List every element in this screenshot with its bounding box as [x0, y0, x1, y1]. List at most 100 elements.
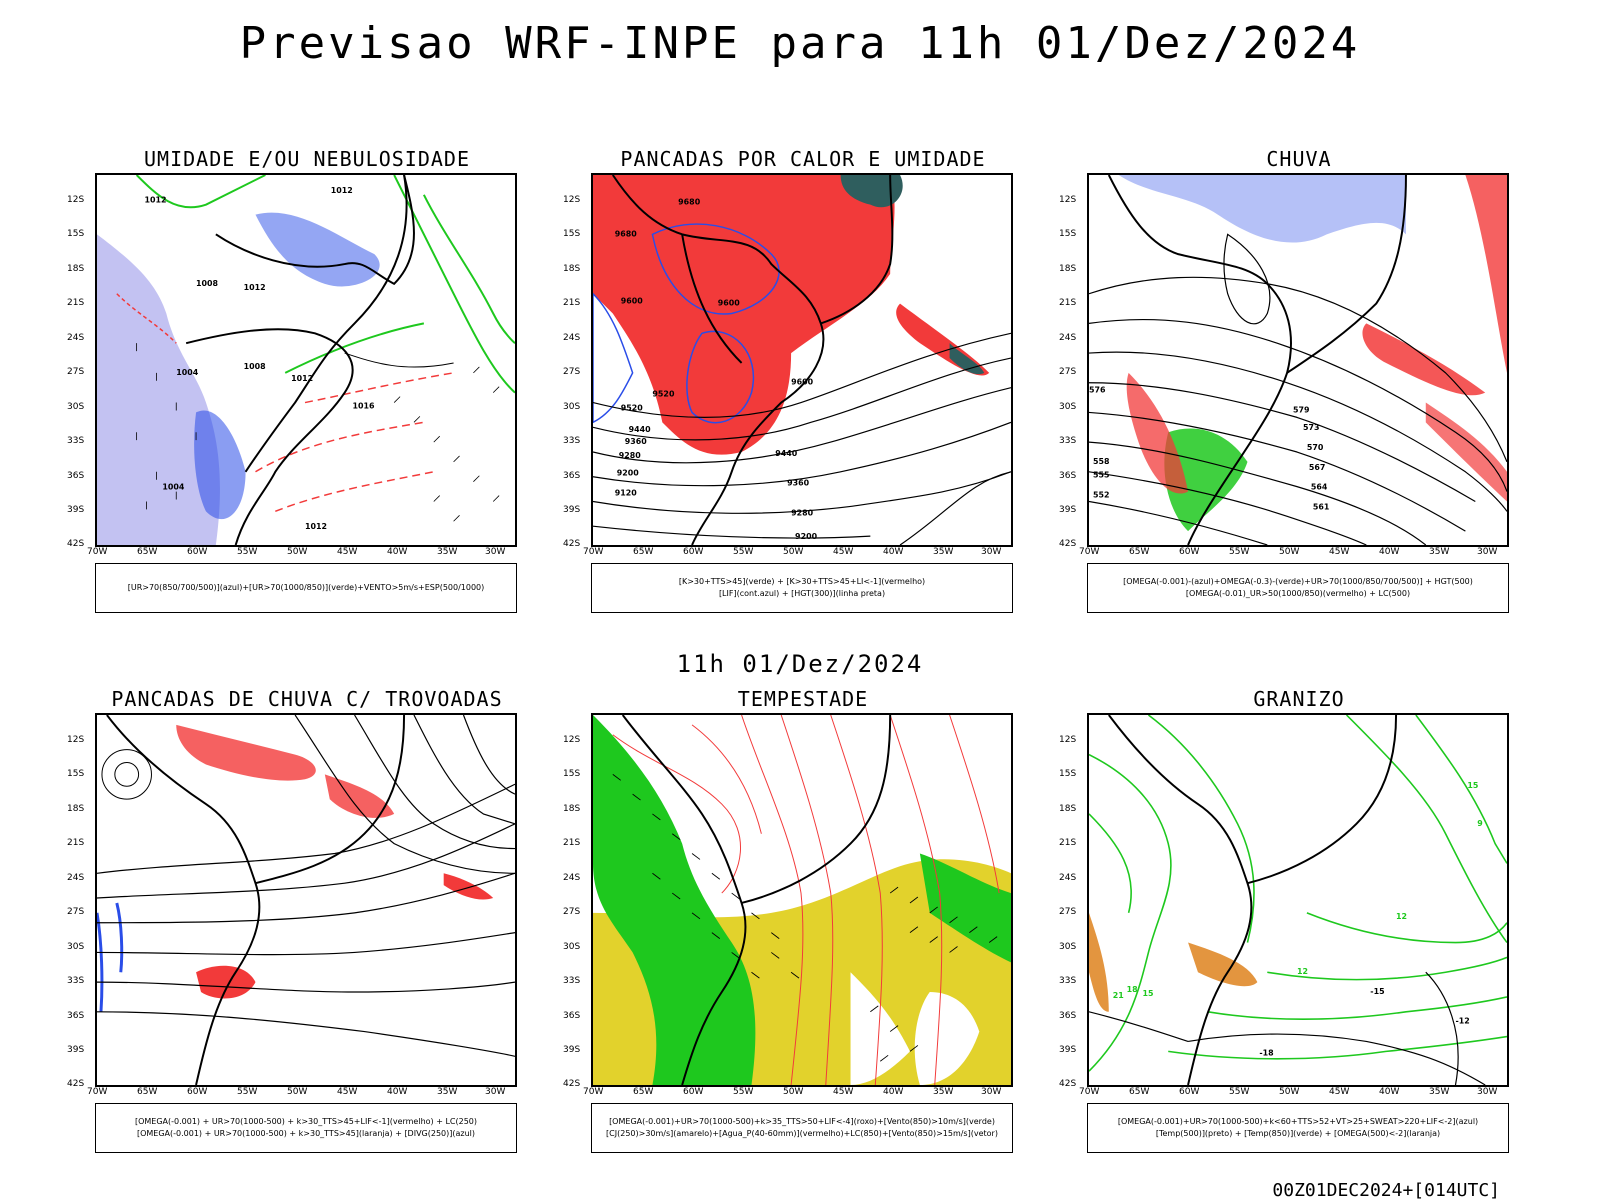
contour-label: -15	[1370, 987, 1384, 996]
contour-label: 15	[1142, 989, 1153, 998]
lat-label: 42S	[1059, 1079, 1077, 1089]
lon-label: 60W	[683, 547, 704, 557]
lat-label: 27S	[1059, 367, 1077, 377]
contour-label: 9520	[652, 390, 675, 399]
lon-label: 35W	[1429, 547, 1450, 557]
legend-line: [OMEGA(-0.01)_UR>50(1000/850)(vermelho) …	[1185, 589, 1411, 598]
contour-label: 1012	[331, 186, 353, 195]
panel-title: PANCADAS POR CALOR E UMIDADE	[620, 147, 986, 171]
lat-label: 42S	[67, 539, 85, 549]
contour-label: 573	[1303, 423, 1320, 432]
panel-legend: [OMEGA(-0.001) + UR>70(1000-500) + k>30_…	[95, 1103, 517, 1153]
lon-label: 35W	[933, 1087, 954, 1097]
contour-label: 570	[1307, 443, 1324, 452]
lon-label: 70W	[87, 547, 108, 557]
lon-label: 45W	[1329, 547, 1350, 557]
lat-label: 21S	[1059, 298, 1077, 308]
contour-label: 561	[1313, 502, 1330, 511]
contour-label: 555	[1093, 471, 1110, 480]
map-svg: 1012 1012 1008 1012 1004 1008 1012 1016 …	[97, 175, 515, 545]
legend-line: [K>30+TTS>45](verde) + [K>30+TTS>45+LI<-…	[678, 577, 926, 586]
contour-label: 1004	[162, 483, 185, 492]
contour-label: 9120	[615, 489, 638, 498]
lat-label: 18S	[563, 264, 581, 274]
map-chuva: 579 576 573 570 567 564 561 558 555 552	[1087, 173, 1509, 547]
lon-label: 70W	[87, 1087, 108, 1097]
panel-title: CHUVA	[1266, 147, 1332, 171]
lon-label: 65W	[1129, 1087, 1150, 1097]
contour-label: 1012	[291, 374, 313, 383]
contour-label: 9520	[621, 403, 644, 412]
contour-label: 1012	[305, 522, 327, 531]
panel-pancadas-calor: PANCADAS POR CALOR E UMIDADE	[553, 147, 1053, 627]
contour-label: 1008	[196, 279, 219, 288]
contour-label: 21	[1113, 991, 1124, 1000]
lon-label: 40W	[883, 1087, 904, 1097]
lon-label: 30W	[1477, 1087, 1498, 1097]
panel-legend: [OMEGA(-0.001)+UR>70(1000-500)+k<60+TTS>…	[1087, 1103, 1509, 1153]
lat-label: 33S	[1059, 976, 1077, 986]
legend-line: [LIF](cont.azul) + [HGT(300)](linha pret…	[718, 589, 886, 598]
contour-label: 9440	[629, 425, 652, 434]
lat-label: 24S	[1059, 873, 1077, 883]
lon-label: 40W	[883, 547, 904, 557]
lat-label: 39S	[563, 505, 581, 515]
lon-label: 45W	[337, 547, 358, 557]
lat-label: 15S	[563, 229, 581, 239]
lon-label: 70W	[1079, 547, 1100, 557]
lat-label: 12S	[1059, 735, 1077, 745]
map-svg	[97, 715, 515, 1085]
panel-title: PANCADAS DE CHUVA C/ TROVOADAS	[111, 687, 503, 711]
lon-label: 30W	[485, 547, 506, 557]
lon-label: 55W	[1229, 1087, 1250, 1097]
contour-label: 9360	[625, 437, 648, 446]
panel-umidade: UMIDADE E/OU NEBULOSIDADE 1012 1	[57, 147, 557, 627]
contour-label: 1004	[176, 368, 199, 377]
legend-line: [Temp(500)](preto) + [Temp(850)](verde) …	[1155, 1129, 1441, 1138]
lon-label: 50W	[1279, 1087, 1300, 1097]
lat-label: 36S	[67, 471, 85, 481]
lat-label: 39S	[67, 505, 85, 515]
contour-label: 9680	[615, 229, 638, 238]
lat-label: 12S	[1059, 195, 1077, 205]
lat-label: 30S	[1059, 402, 1077, 412]
lat-label: 36S	[563, 471, 581, 481]
lon-label: 35W	[437, 547, 458, 557]
lat-label: 18S	[67, 804, 85, 814]
contour-label: 558	[1093, 457, 1110, 466]
lat-label: 18S	[563, 804, 581, 814]
contour-label: 9680	[678, 198, 701, 207]
contour-label: 552	[1093, 491, 1110, 500]
page-title: Previsao WRF-INPE para 11h 01/Dez/2024	[239, 18, 1361, 69]
lon-label: 60W	[1179, 547, 1200, 557]
lon-label: 65W	[633, 1087, 654, 1097]
lat-label: 27S	[563, 367, 581, 377]
lat-label: 30S	[67, 402, 85, 412]
lat-label: 42S	[67, 1079, 85, 1089]
lon-label: 65W	[137, 1087, 158, 1097]
contour-label: 9360	[787, 479, 810, 488]
lat-label: 15S	[67, 229, 85, 239]
panel-trovoadas: PANCADAS DE CHUVA C/ TROVOADAS	[57, 687, 557, 1167]
map-svg: 9680 9680 9600 9600 9600 9520 9520 9440 …	[593, 175, 1011, 545]
panel-chuva: CHUVA 57	[1049, 147, 1549, 627]
lat-label: 30S	[563, 942, 581, 952]
lon-label: 55W	[237, 547, 258, 557]
map-granizo: 15 12 9 21 18 15 12 -15 -12 -18	[1087, 713, 1509, 1087]
lat-label: 39S	[563, 1045, 581, 1055]
panel-legend: [OMEGA(-0.001)+UR>70(1000-500)+k>35_TTS>…	[591, 1103, 1013, 1153]
map-tempestade	[591, 713, 1013, 1087]
valid-time-label: 11h 01/Dez/2024	[676, 650, 924, 678]
lat-label: 36S	[1059, 471, 1077, 481]
contour-label: 1012	[244, 283, 266, 292]
panel-granizo: GRANIZO	[1049, 687, 1549, 1167]
lon-label: 35W	[437, 1087, 458, 1097]
map-svg: 15 12 9 21 18 15 12 -15 -12 -18	[1089, 715, 1507, 1085]
lon-label: 45W	[833, 547, 854, 557]
contour-label: 9280	[619, 451, 642, 460]
legend-line: [OMEGA(-0.001) + UR>70(1000-500) + k>30_…	[136, 1129, 476, 1138]
lon-label: 35W	[933, 547, 954, 557]
lon-label: 55W	[1229, 547, 1250, 557]
legend-line: [CJ(250)>30m/s](amarelo)+[Agua_P(40-60mm…	[606, 1129, 998, 1138]
lat-label: 18S	[1059, 264, 1077, 274]
